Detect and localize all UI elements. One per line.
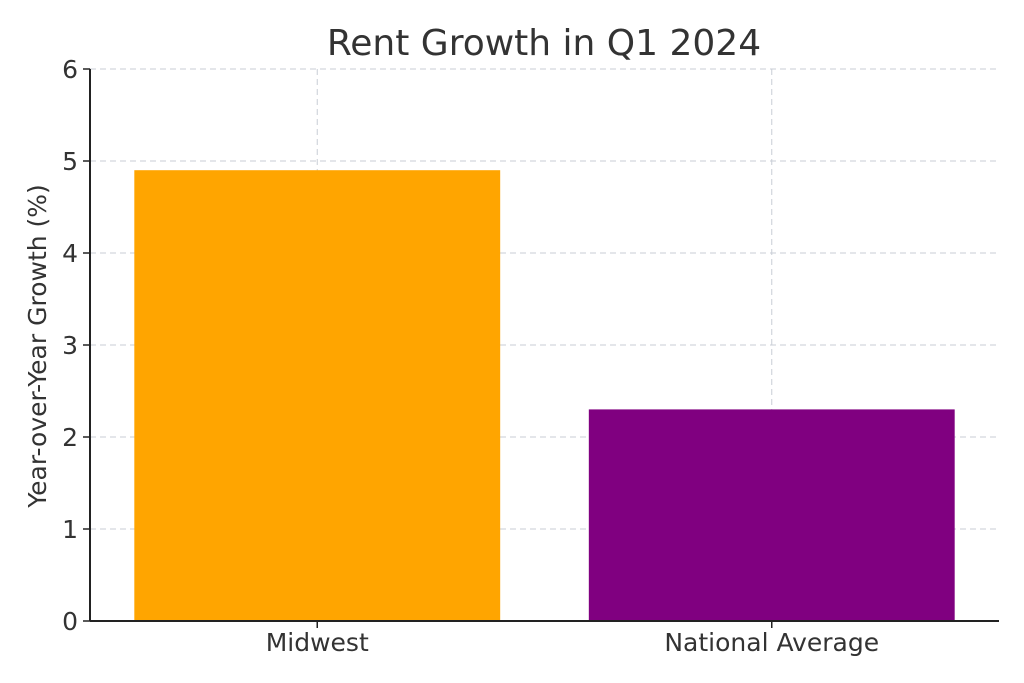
y-tick-label: 6 <box>62 55 78 84</box>
y-tick-label: 0 <box>62 607 78 636</box>
y-tick-label: 2 <box>62 423 78 452</box>
y-axis-label: Year-over-Year Growth (%) <box>23 184 52 509</box>
bar-national-average <box>588 409 955 621</box>
x-tick-label: National Average <box>664 628 879 657</box>
x-tick-labels: Midwest National Average <box>266 628 879 657</box>
x-tick-label: Midwest <box>266 628 369 657</box>
y-tick-label: 4 <box>62 239 78 268</box>
bars-group <box>134 170 955 621</box>
bar-midwest <box>134 170 501 621</box>
y-tick-labels: 0 1 2 3 4 5 6 <box>62 55 78 636</box>
y-tick-label: 1 <box>62 515 78 544</box>
y-tick-label: 5 <box>62 147 78 176</box>
chart-title: Rent Growth in Q1 2024 <box>327 23 761 64</box>
axes-group <box>83 68 999 628</box>
y-tick-label: 3 <box>62 331 78 360</box>
